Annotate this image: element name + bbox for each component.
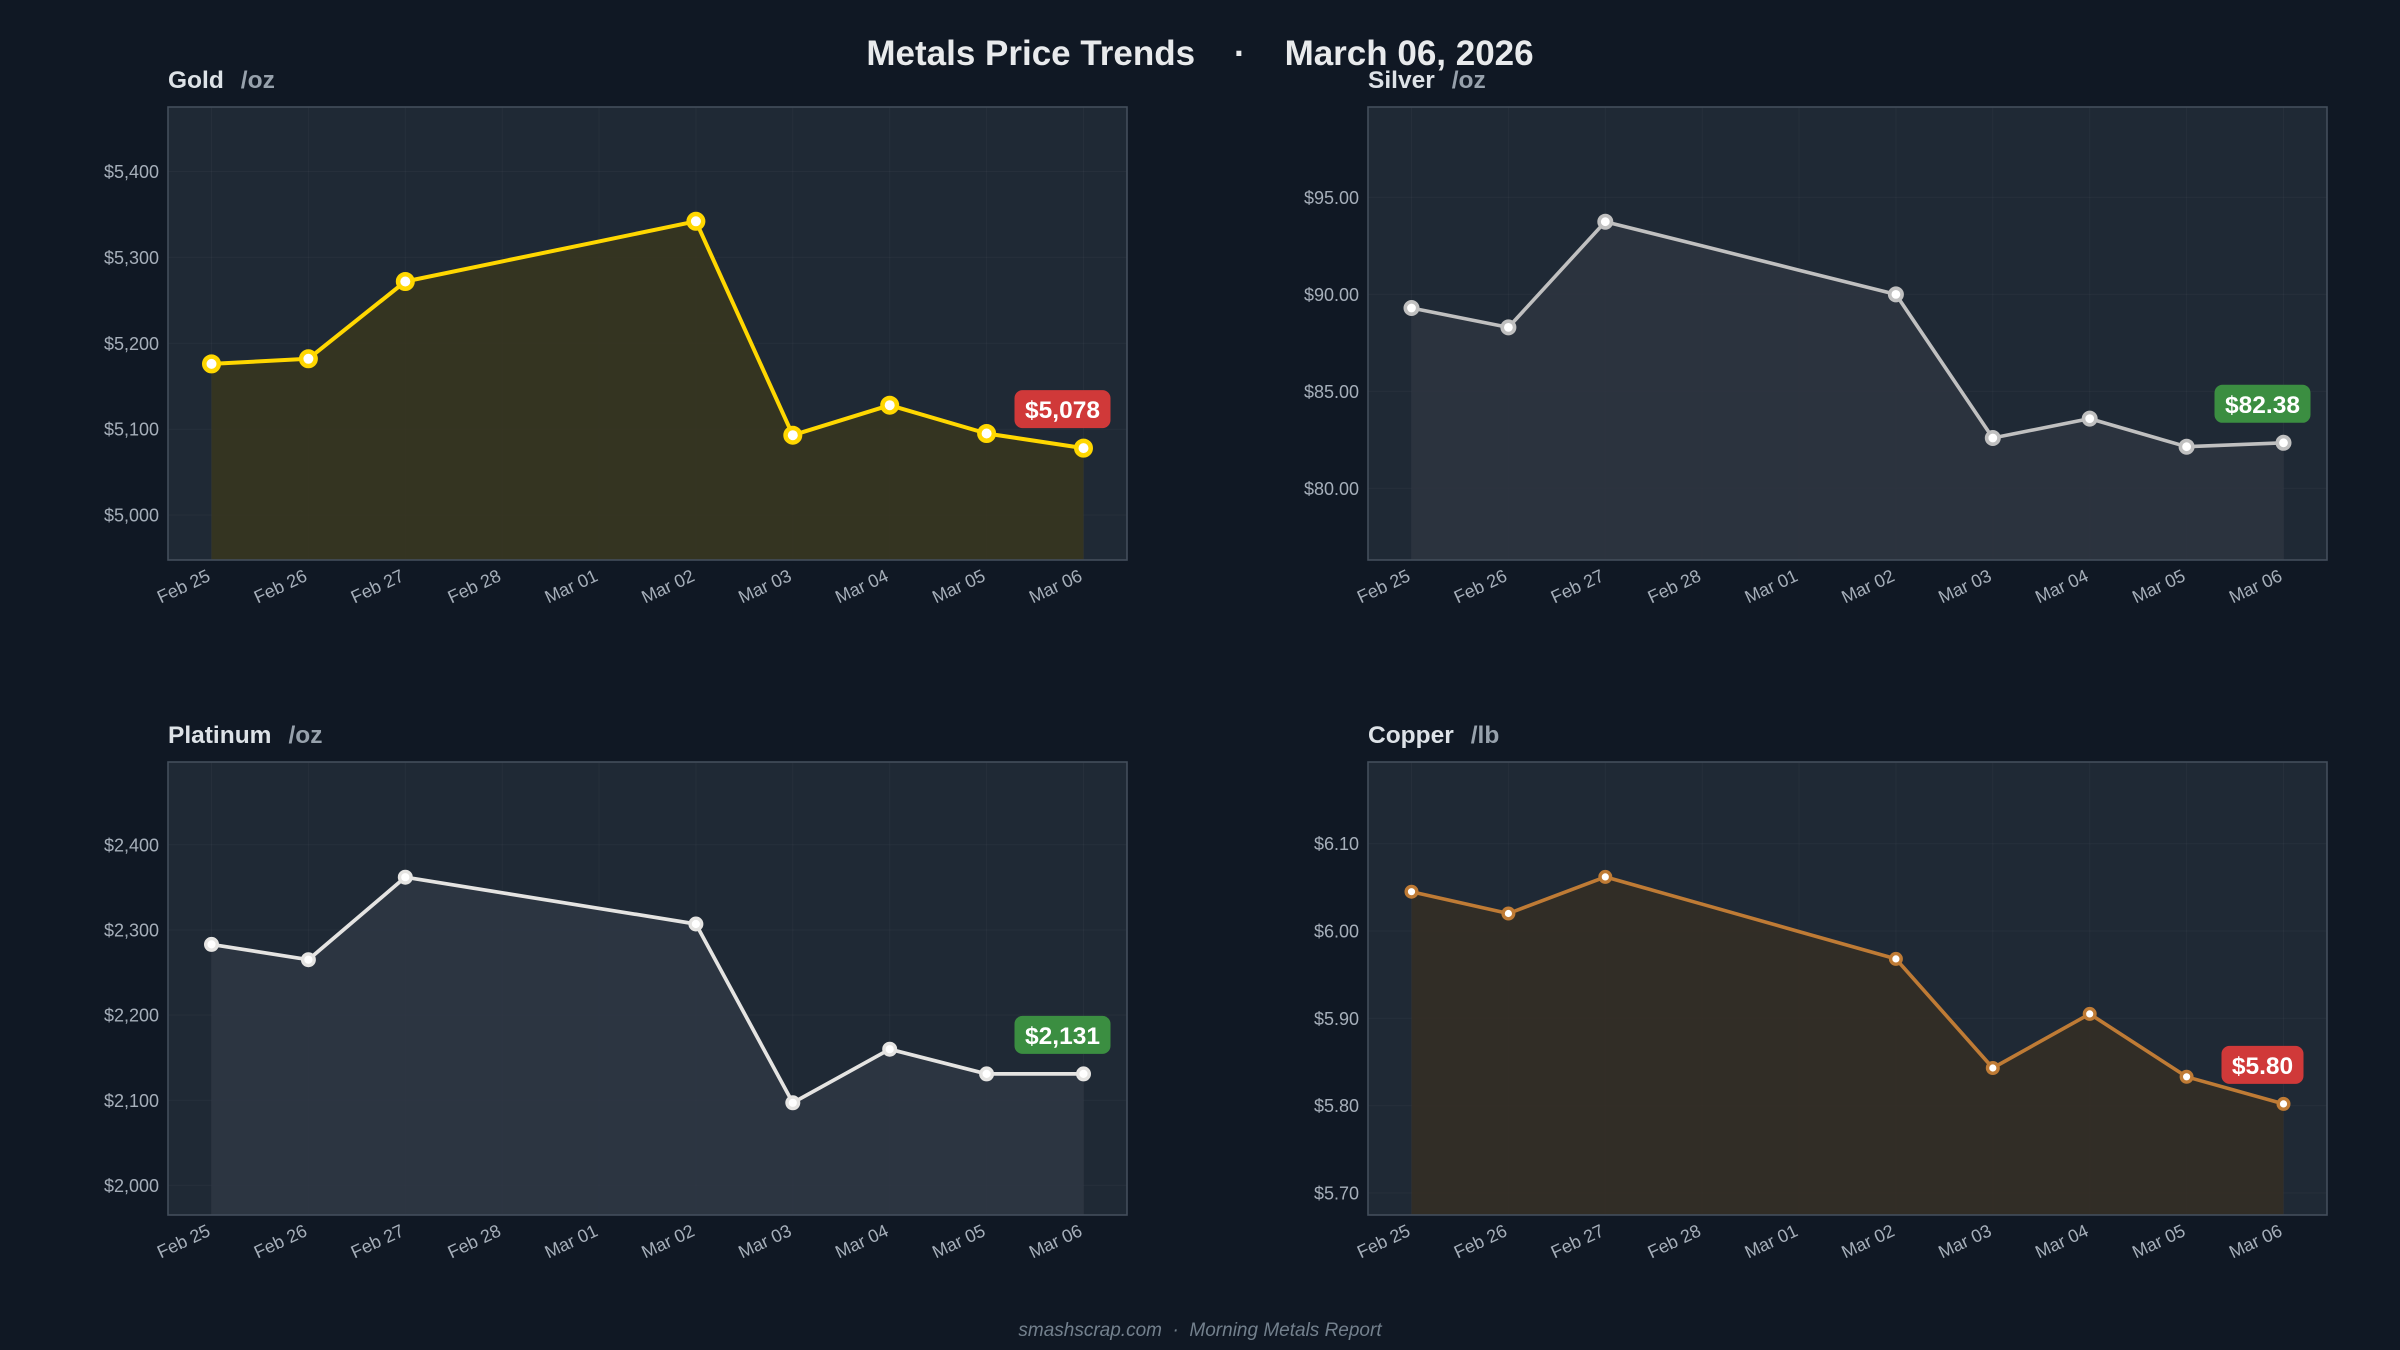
svg-text:$5,078: $5,078 [1025,397,1100,424]
svg-text:Silver/oz: Silver/oz [1368,67,1486,94]
svg-text:$2,400: $2,400 [104,835,159,855]
svg-text:Copper/lb: Copper/lb [1368,722,1499,749]
svg-text:$5,100: $5,100 [104,420,159,440]
svg-text:$95.00: $95.00 [1304,188,1359,208]
svg-text:$5,200: $5,200 [104,334,159,354]
svg-text:$2,100: $2,100 [104,1091,159,1111]
svg-text:$85.00: $85.00 [1304,382,1359,402]
svg-text:$5.80: $5.80 [2232,1053,2293,1080]
svg-text:$80.00: $80.00 [1304,479,1359,499]
svg-text:Gold/oz: Gold/oz [168,67,275,94]
svg-text:$5.90: $5.90 [1314,1009,1359,1029]
svg-text:smashscrap.com · Morning Met: smashscrap.com · Morning Metals Report [1018,1320,1382,1341]
svg-text:Metals Price Trends · Ma: Metals Price Trends · March 06, 2026 [866,34,1533,73]
svg-text:$5,300: $5,300 [104,248,159,268]
svg-text:$82.38: $82.38 [2225,392,2300,419]
svg-text:$5,000: $5,000 [104,506,159,526]
svg-text:Platinum/oz: Platinum/oz [168,722,323,749]
svg-text:$5,400: $5,400 [104,162,159,182]
svg-text:$2,300: $2,300 [104,921,159,941]
svg-text:$2,000: $2,000 [104,1176,159,1196]
svg-text:$90.00: $90.00 [1304,285,1359,305]
svg-text:$2,200: $2,200 [104,1006,159,1026]
svg-text:$2,131: $2,131 [1025,1023,1100,1050]
svg-text:$6.10: $6.10 [1314,834,1359,854]
svg-text:$5.80: $5.80 [1314,1096,1359,1116]
svg-text:$5.70: $5.70 [1314,1183,1359,1203]
svg-text:$6.00: $6.00 [1314,922,1359,942]
